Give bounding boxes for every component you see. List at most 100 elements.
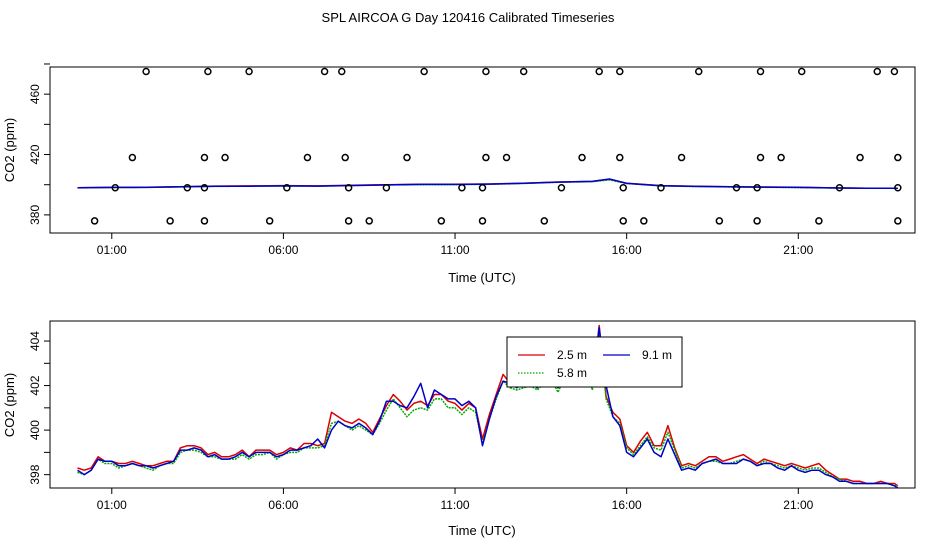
legend-label-5-8m: 5.8 m xyxy=(557,366,587,380)
calibration-point xyxy=(200,153,209,162)
calibration-point xyxy=(502,153,511,162)
calibration-point xyxy=(128,153,137,162)
y-axis-label-top: CO2 (ppm) xyxy=(2,118,17,182)
calibration-point xyxy=(183,183,192,192)
plot-frame-bottom xyxy=(49,320,916,489)
y-tick-label: 420 xyxy=(28,144,42,164)
calibration-point xyxy=(856,153,864,162)
calibration-point xyxy=(756,153,765,162)
x-tick-label: 16:00 xyxy=(612,498,642,512)
y-axis-label-bottom: CO2 (ppm) xyxy=(2,373,17,437)
x-tick-label: 06:00 xyxy=(268,243,298,257)
calibration-point xyxy=(303,153,312,162)
calibration-point xyxy=(894,217,902,225)
calibration-point xyxy=(777,153,785,162)
calibration-point xyxy=(557,183,566,192)
calibration-point xyxy=(715,217,724,225)
calibration-point xyxy=(616,153,624,162)
x-axis-top: 01:00 06:00 11:00 16:00 21:00 xyxy=(97,233,814,257)
calibration-point xyxy=(382,183,391,192)
calibration-point xyxy=(458,183,466,192)
calibration-point xyxy=(677,153,686,162)
legend-label-2-5m: 2.5 m xyxy=(557,348,587,362)
x-tick-label: 21:00 xyxy=(783,498,813,512)
x-tick-label: 16:00 xyxy=(612,243,642,257)
calibration-point xyxy=(578,153,586,162)
calibration-point xyxy=(166,217,174,225)
calibration-point xyxy=(245,67,253,76)
calibration-point xyxy=(344,217,353,225)
calibration-point xyxy=(695,67,703,76)
calibration-point xyxy=(265,217,274,225)
y-axis-bottom: 398 400 402 404 xyxy=(28,331,50,485)
y-tick-label: 380 xyxy=(28,205,42,225)
x-tick-label: 01:00 xyxy=(97,498,127,512)
calibration-point xyxy=(338,67,346,76)
calibration-point xyxy=(753,183,761,192)
calibration-point xyxy=(142,67,150,76)
series-line-2-5-m xyxy=(77,324,899,487)
x-axis-label-top: Time (UTC) xyxy=(448,270,515,285)
calibration-point xyxy=(894,153,902,162)
y-tick-label: 398 xyxy=(28,464,42,484)
y-tick-label: 402 xyxy=(28,375,42,395)
calibration-point xyxy=(753,217,761,225)
calibration-point xyxy=(320,67,329,76)
x-tick-label: 11:00 xyxy=(440,498,469,512)
calibration-point xyxy=(344,183,353,192)
x-tick-label: 06:00 xyxy=(268,498,298,512)
calibration-point xyxy=(894,183,902,192)
series-line-9-1-m xyxy=(77,326,899,489)
calibration-point xyxy=(616,67,624,76)
calibration-point xyxy=(815,217,823,225)
x-tick-label: 21:00 xyxy=(783,243,813,257)
calibration-panel: 380 420 460 01:00 06:00 11:00 16:00 21:00 Time… xyxy=(2,63,916,285)
calibration-point xyxy=(478,217,487,225)
calibration-point xyxy=(890,67,899,76)
legend-label-9-1m: 9.1 m xyxy=(642,348,672,362)
x-tick-label: 11:00 xyxy=(440,243,469,257)
calibration-point xyxy=(619,183,627,192)
calibration-point xyxy=(482,67,490,76)
series-lines-top xyxy=(77,178,898,190)
calibration-point xyxy=(595,67,603,76)
calibration-point xyxy=(200,217,209,225)
y-tick-label: 404 xyxy=(28,331,42,351)
calibration-point xyxy=(341,153,349,162)
x-tick-label: 01:00 xyxy=(97,243,127,257)
calibration-point xyxy=(478,183,487,192)
series-lines-bottom xyxy=(77,324,899,489)
calibration-points xyxy=(90,67,902,225)
calibration-point xyxy=(90,217,99,225)
calibration-point xyxy=(403,153,411,162)
calibration-point xyxy=(437,217,446,225)
calibration-point xyxy=(200,183,209,192)
calibration-point xyxy=(519,67,528,76)
legend: 2.5 m 9.1 m 5.8 m xyxy=(506,336,683,388)
legend-box xyxy=(506,336,683,388)
y-tick-label: 460 xyxy=(28,84,42,104)
calibration-point xyxy=(204,67,212,76)
x-axis-bottom: 01:00 06:00 11:00 16:00 21:00 xyxy=(97,488,814,512)
y-tick-label: 400 xyxy=(28,420,42,440)
calibration-point xyxy=(482,153,490,162)
calibration-point xyxy=(797,67,806,76)
y-axis-top: 380 420 460 xyxy=(28,63,50,225)
series-line-9-1-m xyxy=(77,178,898,190)
calibration-point xyxy=(619,217,627,225)
calibration-point xyxy=(873,67,881,76)
calibration-point xyxy=(732,183,741,192)
calibration-point xyxy=(365,217,373,225)
calibration-point xyxy=(111,183,119,192)
plot-frame-top xyxy=(49,66,916,234)
calibration-point xyxy=(540,217,549,225)
x-axis-label-bottom: Time (UTC) xyxy=(448,523,515,538)
calibration-point xyxy=(420,67,428,76)
calibration-point xyxy=(756,67,765,76)
calibration-point xyxy=(835,183,844,192)
calibration-point xyxy=(640,217,648,225)
figure-title: SPL AIRCOA G Day 120416 Calibrated Times… xyxy=(322,10,615,25)
timeseries-panel: 398 400 402 404 01:00 06:00 11:00 16:00 21:00 T… xyxy=(2,320,916,538)
calibration-point xyxy=(221,153,229,162)
